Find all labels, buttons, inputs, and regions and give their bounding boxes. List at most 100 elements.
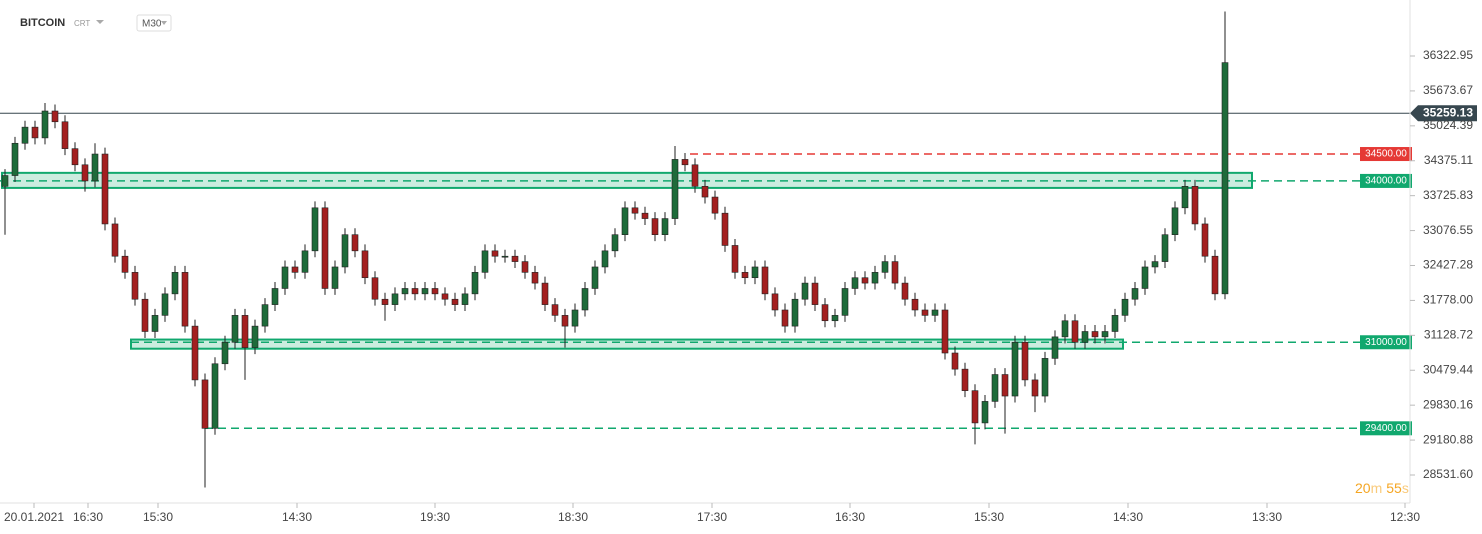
timeframe-button[interactable] [136,14,172,32]
candle-body [1131,288,1139,300]
y-tick-label: 31778.00 [1423,293,1473,307]
y-tick-label: 34375.11 [1424,153,1473,167]
current-price-label: 35259.13 [1423,105,1473,119]
candle-body [371,277,379,300]
timeframe[interactable]: M30 [142,19,162,30]
candle-body [941,309,949,354]
candle-body [471,272,479,295]
candle-body [121,255,129,273]
candle-body [781,309,789,327]
candle-body [451,298,459,305]
x-tick-label: 19:30 [420,510,450,524]
candle-body [1,175,9,187]
candle-body [501,255,509,258]
candle-body [491,250,499,257]
candle-body [581,288,589,311]
candle-body [681,159,689,166]
candle-body [511,255,519,262]
candle-body [571,309,579,327]
level-tag [1360,421,1412,436]
y-tick-label: 33076.55 [1423,223,1473,237]
candle-body [881,261,889,273]
dropdown-arrow[interactable] [96,20,104,24]
candle-body [1061,320,1069,338]
y-tick-label: 29180.88 [1423,432,1473,446]
candle-body [311,207,319,252]
candle-body [301,250,309,273]
candle-body [281,266,289,289]
candle-body [1041,358,1049,397]
candle-body [541,282,549,305]
chart-title: BITCOIN [20,17,65,29]
candle-body [1101,331,1109,338]
candle-body [481,250,489,273]
candle-body [1091,331,1099,338]
y-tick-label: 35673.67 [1423,83,1473,97]
candle-body [411,288,419,295]
candle-body [151,315,159,332]
candle-body [341,234,349,268]
x-tick-label: 14:30 [282,510,312,524]
level-label: 31000.00 [1365,337,1407,348]
x-tick-label: 18:30 [558,510,588,524]
candle-body [41,110,49,139]
candle-body [211,363,219,429]
candle-body [641,212,649,219]
level-label: 29400.00 [1365,423,1407,434]
timer-seconds-unit: s [1402,480,1409,496]
candle-body [751,266,759,279]
candle-body [361,250,369,279]
candle-body [1111,315,1119,332]
candle-body [11,142,19,176]
candle-body [661,218,669,235]
candle-body [1051,336,1059,359]
candle-body [631,207,639,214]
candle-body [591,266,599,289]
candle-body [61,121,69,149]
candle-body [291,266,299,273]
candle-body [1141,266,1149,289]
timer-seconds: 55 [1386,480,1402,496]
candle-body [841,288,849,316]
x-tick-label: 17:30 [697,510,727,524]
candle-body [871,272,879,284]
candle-body [531,272,539,284]
candle-body [691,164,699,187]
timer-minutes: 20 [1355,480,1371,496]
candle-body [921,309,929,316]
candle-body [261,304,269,327]
candle-body [351,234,359,252]
timer-minutes-unit: m [1371,480,1383,496]
candle-body [821,304,829,322]
dropdown-arrow [161,21,167,25]
candle-body [951,352,959,370]
candle-body [891,261,899,284]
candle-body [431,288,439,295]
level-tag [1360,173,1412,188]
candle-body [801,282,809,300]
candle-body [971,390,979,424]
candle-body [1011,341,1019,397]
candle-body [1021,341,1029,381]
candle-body [721,212,729,246]
candle-body [1221,62,1229,295]
y-tick-label: 31128.72 [1424,328,1473,342]
y-tick-label: 28531.60 [1423,467,1473,481]
candle-body [271,288,279,305]
candle-body [811,282,819,305]
candle-body [551,304,559,316]
candle-body [831,315,839,322]
candle-body [991,374,999,402]
candle-body [461,293,469,305]
candle-body [251,325,259,348]
candle-body [91,153,99,182]
candle-body [1191,185,1199,225]
candle-body [21,126,29,144]
candle-body [1181,185,1189,209]
candle-body [331,266,339,289]
candle-body [711,196,719,214]
candle-body [701,185,709,198]
candle-body [1211,255,1219,295]
candle-body [1151,261,1159,268]
